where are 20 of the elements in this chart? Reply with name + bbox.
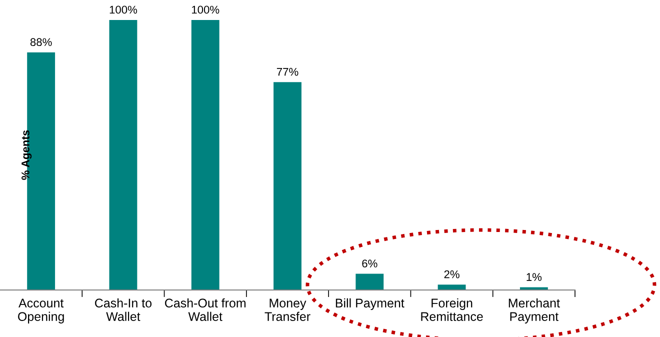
bar [274, 82, 302, 290]
x-tick-label: Bill Payment [336, 298, 404, 310]
bar [438, 284, 466, 290]
x-tick-label: Foreign Remittance [421, 298, 483, 321]
data-label: 88% [30, 38, 52, 46]
bar [109, 20, 138, 290]
data-label: 1% [526, 273, 542, 281]
x-tick-label: Money Transfer [264, 298, 310, 321]
data-label: 2% [444, 270, 460, 278]
x-tick-label: Account Opening [18, 298, 64, 324]
x-tick-label: Cash-Out from Wallet [165, 298, 246, 321]
x-tick-label: Cash-In to Wallet [95, 298, 152, 321]
data-label: 77% [276, 68, 298, 76]
bar [356, 274, 384, 290]
data-label: 100% [110, 6, 138, 14]
bar [191, 20, 220, 290]
x-tick-label: Merchant Payment [508, 298, 560, 324]
data-label: 6% [362, 260, 378, 268]
data-label: 100% [192, 6, 220, 14]
y-axis-title: % Agents [22, 130, 32, 180]
